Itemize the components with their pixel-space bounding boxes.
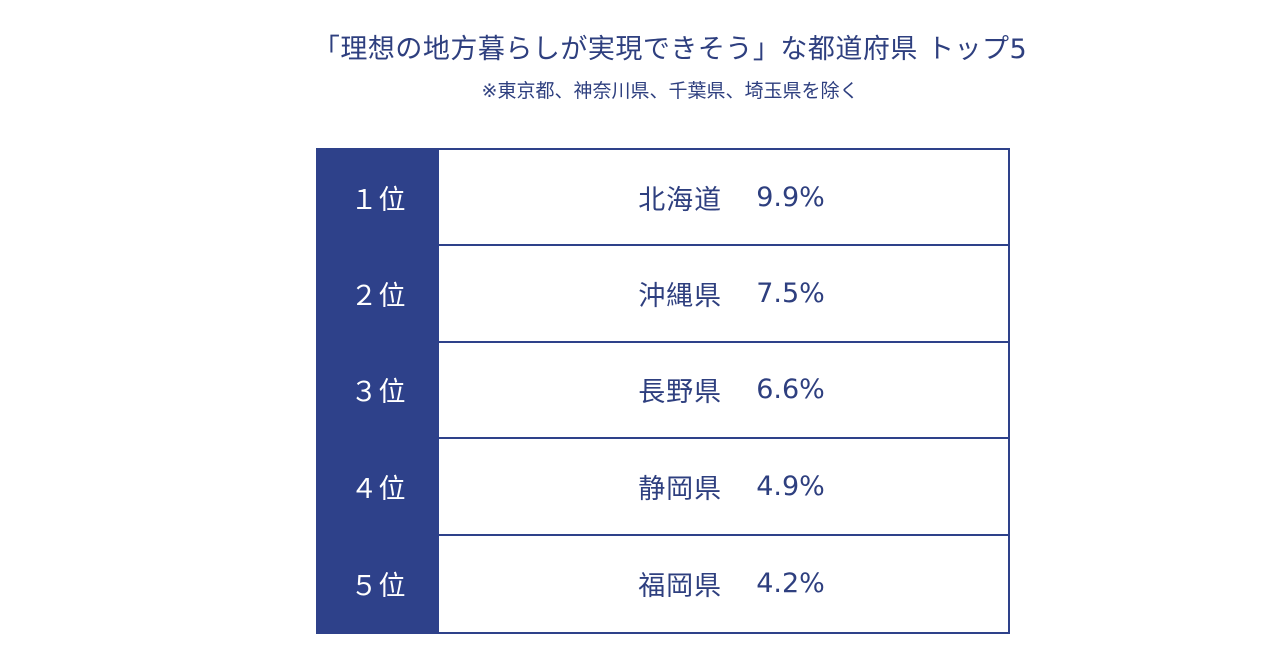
chart-subtitle: ※東京都、神奈川県、千葉県、埼玉県を除く [481,80,859,102]
rank-label: １位 [318,150,439,245]
rank-label: ３位 [318,342,439,438]
ranking-value-cell: 長野県 6.6% [439,343,1008,437]
percentage-value: 6.6% [756,374,825,406]
prefecture-name: 長野県 [638,377,723,409]
chart-title: 「理想の地方暮らしが実現できそう」な都道府県 トップ5 [312,34,1028,65]
ranking-row-1: １位 北海道 9.9% [318,150,1008,247]
ranking-table: １位 北海道 9.9% ２位 沖縄県 7.5% ３位 長野県 6.6% ４位 静… [316,148,1010,634]
percentage-value: 4.9% [756,470,825,502]
rank-label: ４位 [318,439,439,534]
ranking-value-cell: 静岡県 4.9% [439,439,1008,533]
rank-label: ５位 [318,535,439,632]
ranking-value-cell: 北海道 9.9% [439,150,1008,244]
ranking-row-3: ３位 長野県 6.6% [318,342,1008,440]
percentage-value: 9.9% [756,181,825,213]
rank-label: ２位 [318,246,439,341]
ranking-value-cell: 福岡県 4.2% [439,536,1008,632]
percentage-value: 7.5% [756,278,825,310]
ranking-row-2: ２位 沖縄県 7.5% [318,246,1008,343]
ranking-row-5: ５位 福岡県 4.2% [318,535,1008,632]
prefecture-name: 福岡県 [638,571,723,603]
ranking-row-4: ４位 静岡県 4.9% [318,439,1008,536]
percentage-value: 4.2% [756,568,825,600]
prefecture-name: 沖縄県 [638,281,723,313]
prefecture-name: 静岡県 [638,473,723,505]
ranking-value-cell: 沖縄県 7.5% [439,246,1008,340]
prefecture-name: 北海道 [638,184,723,216]
